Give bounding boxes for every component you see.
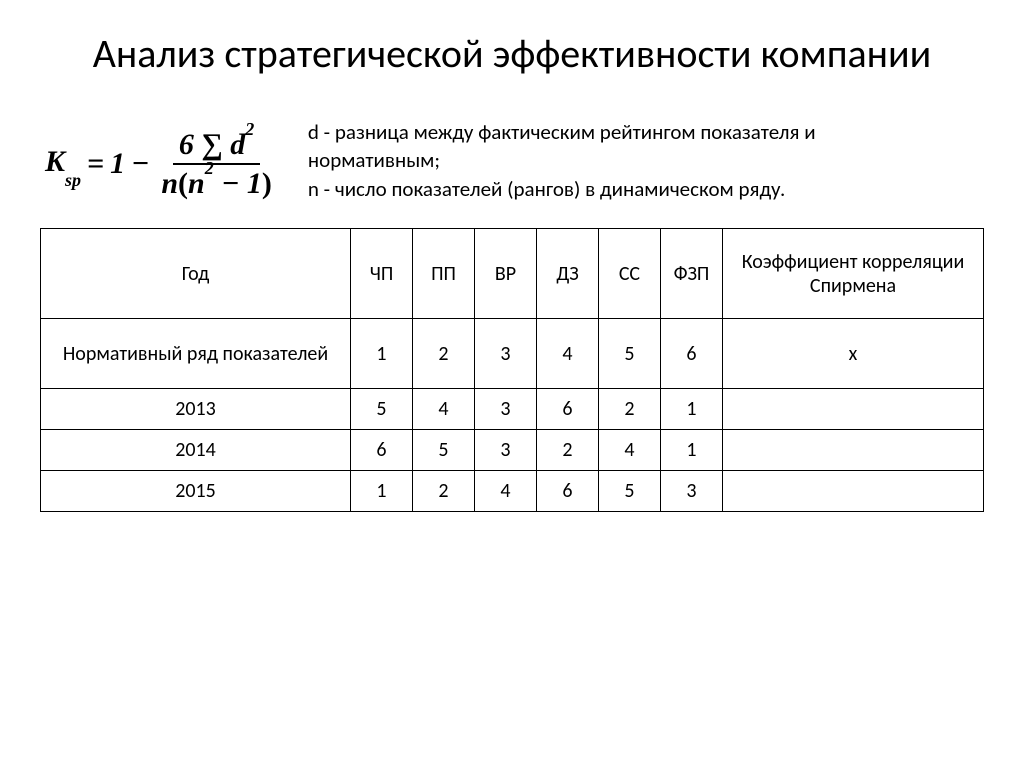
cell: 3 [475,389,537,430]
denominator: n(n2 − 1) [155,165,278,200]
col-ss: СС [599,229,661,319]
cell: 5 [599,471,661,512]
K-sub: sp [65,170,81,190]
data-table: Год ЧП ПП ВР ДЗ СС ФЗП Коэффициент корре… [40,228,984,512]
cell: 6 [661,319,723,389]
cell: 3 [475,430,537,471]
cell: 5 [413,430,475,471]
cell: 2 [599,389,661,430]
cell: 1 [661,389,723,430]
col-pp: ПП [413,229,475,319]
cell: 5 [351,389,413,430]
row-label: 2013 [41,389,351,430]
numerator: 6 ∑ d2 [173,128,260,165]
table-row: Нормативный ряд показателей 1 2 3 4 5 6 … [41,319,984,389]
cell: 6 [537,471,599,512]
cell-coef [723,389,984,430]
paren-open: ( [178,167,188,200]
cell: 4 [413,389,475,430]
cell: 2 [413,471,475,512]
six: 6 [179,128,194,161]
col-year: Год [41,229,351,319]
cell: 6 [537,389,599,430]
cell-coef: x [723,319,984,389]
d-letter: d [230,128,245,161]
formula-legend-row: Ksp = 1 − 6 ∑ d2 n(n2 − 1) d - разница м… [40,118,984,203]
formula: Ksp = 1 − 6 ∑ d2 n(n2 − 1) [45,128,278,200]
table-row: 2015 1 2 4 6 5 3 [41,471,984,512]
d-sup: 2 [245,119,254,139]
table-row: 2014 6 5 3 2 4 1 [41,430,984,471]
col-chp: ЧП [351,229,413,319]
minus-sign: − [131,147,149,181]
sum-sign: ∑ [201,128,222,161]
cell: 4 [475,471,537,512]
cell-coef [723,471,984,512]
n-sup: 2 [205,158,214,178]
legend-line-n: n - число показателей (рангов) в динамич… [308,175,838,203]
cell: 1 [351,471,413,512]
cell: 4 [537,319,599,389]
den-minus: − [221,167,239,200]
cell: 2 [537,430,599,471]
page-title: Анализ стратегической эффективности комп… [40,30,984,78]
legend: d - разница между фактическим рейтингом … [308,118,838,203]
legend-line-d: d - разница между фактическим рейтингом … [308,118,838,175]
n2: n [188,167,205,200]
K-letter: K [45,145,65,178]
cell: 1 [661,430,723,471]
cell: 6 [351,430,413,471]
row-label: 2015 [41,471,351,512]
col-coef: Коэффициент корреляции Спирмена [723,229,984,319]
col-dz: ДЗ [537,229,599,319]
cell: 2 [413,319,475,389]
cell: 3 [661,471,723,512]
cell-coef [723,430,984,471]
cell: 4 [599,430,661,471]
den-one: 1 [247,167,262,200]
n1: n [161,167,178,200]
formula-K: Ksp [45,145,81,183]
one: 1 [110,147,125,181]
fraction: 6 ∑ d2 n(n2 − 1) [155,128,278,200]
table-header-row: Год ЧП ПП ВР ДЗ СС ФЗП Коэффициент корре… [41,229,984,319]
row-label: 2014 [41,430,351,471]
cell: 3 [475,319,537,389]
table-row: 2013 5 4 3 6 2 1 [41,389,984,430]
paren-close: ) [262,167,272,200]
cell: 1 [351,319,413,389]
col-fzp: ФЗП [661,229,723,319]
row-label: Нормативный ряд показателей [41,319,351,389]
cell: 5 [599,319,661,389]
eq-sign: = [87,147,104,181]
col-vr: ВР [475,229,537,319]
